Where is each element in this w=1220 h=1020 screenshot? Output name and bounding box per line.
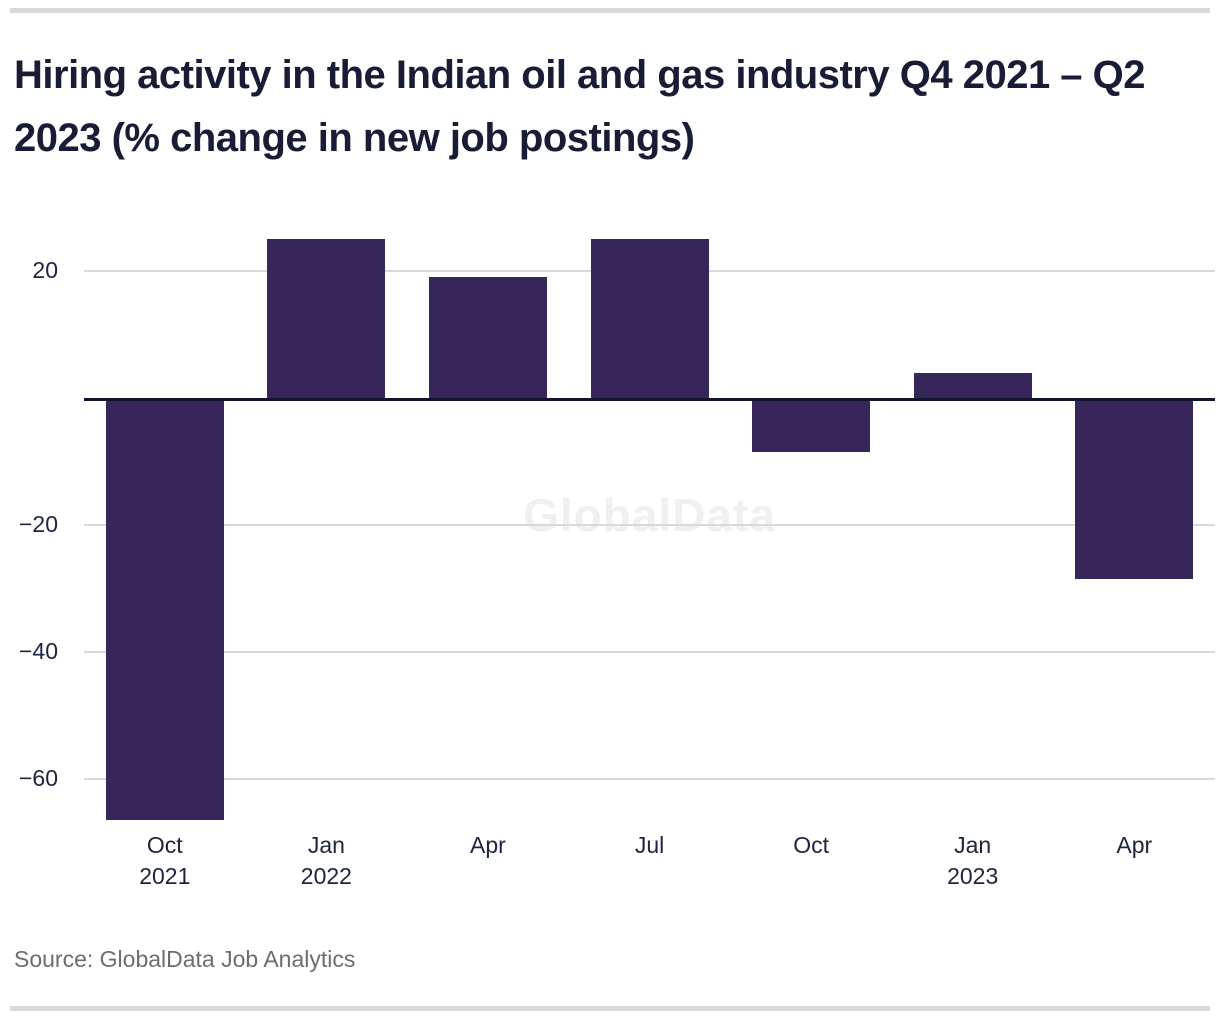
x-tick-year: 2023 xyxy=(947,863,999,889)
x-tick-label: Jan 2022 xyxy=(246,830,408,900)
bar-apr-2023 xyxy=(1075,401,1194,579)
x-tick-year: 2022 xyxy=(300,863,352,889)
gridline xyxy=(84,524,1215,526)
bar-apr-2022 xyxy=(428,277,547,398)
x-tick-month: Oct xyxy=(146,832,183,858)
bar-chart: GlobalData Oct 2021 Jan 2022 Apr Jul Oct Jan 202… xyxy=(0,230,1220,889)
bar-oct-2021 xyxy=(105,401,224,821)
x-tick-label: Apr xyxy=(407,830,569,900)
x-axis-labels: Oct 2021 Jan 2022 Apr Jul Oct Jan 2023 Apr xyxy=(84,830,1215,900)
x-tick-year: 2021 xyxy=(139,863,191,889)
y-tick-label: −40 xyxy=(18,638,58,664)
x-tick-month: Apr xyxy=(1116,832,1153,858)
x-tick-label: Oct 2021 xyxy=(84,830,246,900)
zero-baseline xyxy=(84,398,1215,401)
x-tick-month: Oct xyxy=(793,832,829,858)
gridline xyxy=(84,651,1215,653)
bar-jan-2023 xyxy=(913,372,1032,398)
source-note: Source: GlobalData Job Analytics xyxy=(14,946,356,972)
y-tick-label: 20 xyxy=(32,257,58,283)
x-tick-month: Jan xyxy=(954,832,992,858)
y-tick-label: −60 xyxy=(18,765,58,791)
gridline xyxy=(84,778,1215,780)
bar-jul-2022 xyxy=(590,239,709,398)
y-tick-label: −20 xyxy=(18,511,58,537)
top-rule xyxy=(10,8,1210,13)
bar-jan-2022 xyxy=(267,239,386,398)
x-tick-label: Apr xyxy=(1053,830,1215,900)
x-tick-month: Apr xyxy=(470,832,506,858)
x-tick-month: Jul xyxy=(634,832,665,858)
plot-area: GlobalData xyxy=(84,230,1215,830)
x-tick-label: Jan 2023 xyxy=(892,830,1054,900)
x-tick-month: Jan xyxy=(307,832,345,858)
page-title: Hiring activity in the Indian oil and ga… xyxy=(14,53,1146,160)
x-tick-label: Oct xyxy=(730,830,892,900)
watermark-text: GlobalData xyxy=(523,489,776,541)
bottom-rule xyxy=(10,1006,1210,1011)
x-tick-label: Jul xyxy=(569,830,731,900)
bar-oct-2022 xyxy=(752,401,871,452)
